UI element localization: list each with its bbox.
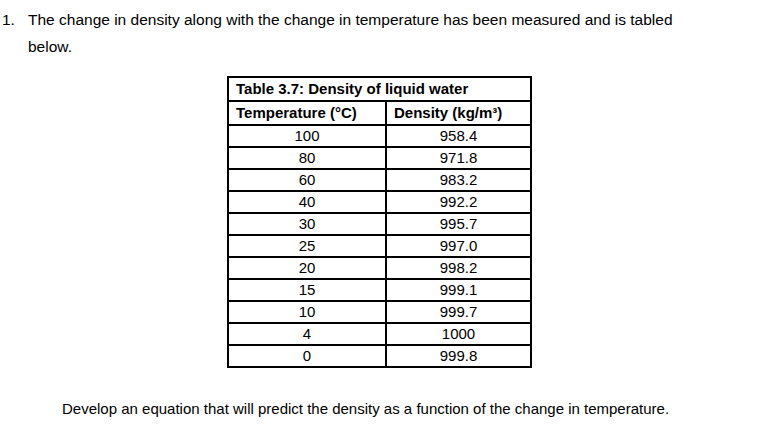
density-cell: 995.7 — [386, 213, 531, 235]
column-header-density: Density (kg/m³) — [386, 101, 531, 125]
density-table: Table 3.7: Density of liquid water Tempe… — [227, 76, 532, 368]
temperature-cell: 80 — [228, 147, 386, 169]
table-row: 41000 — [228, 323, 531, 345]
table-title-row: Table 3.7: Density of liquid water — [228, 77, 531, 101]
table-row: 40992.2 — [228, 191, 531, 213]
table-row: 10999.7 — [228, 301, 531, 323]
temperature-cell: 4 — [228, 323, 386, 345]
density-cell: 999.7 — [386, 301, 531, 323]
density-table-body: 100958.480971.860983.240992.230995.72599… — [228, 125, 531, 367]
temperature-cell: 0 — [228, 345, 386, 367]
density-cell: 1000 — [386, 323, 531, 345]
density-cell: 999.8 — [386, 345, 531, 367]
temperature-cell: 25 — [228, 235, 386, 257]
task-instruction: Develop an equation that will predict th… — [62, 399, 762, 419]
density-cell: 992.2 — [386, 191, 531, 213]
table-row: 60983.2 — [228, 169, 531, 191]
question-text: The change in density along with the cha… — [28, 6, 673, 60]
question-block: 1. The change in density along with the … — [2, 6, 673, 60]
table-row: 25997.0 — [228, 235, 531, 257]
temperature-cell: 100 — [228, 125, 386, 147]
density-cell: 999.1 — [386, 279, 531, 301]
question-number: 1. — [2, 6, 28, 60]
table-row: 30995.7 — [228, 213, 531, 235]
density-cell: 997.0 — [386, 235, 531, 257]
table-row: 0999.8 — [228, 345, 531, 367]
table-row: 20998.2 — [228, 257, 531, 279]
table-row: 80971.8 — [228, 147, 531, 169]
density-cell: 983.2 — [386, 169, 531, 191]
table-row: 15999.1 — [228, 279, 531, 301]
temperature-cell: 40 — [228, 191, 386, 213]
temperature-cell: 60 — [228, 169, 386, 191]
density-cell: 998.2 — [386, 257, 531, 279]
temperature-cell: 15 — [228, 279, 386, 301]
temperature-cell: 30 — [228, 213, 386, 235]
temperature-cell: 20 — [228, 257, 386, 279]
density-cell: 958.4 — [386, 125, 531, 147]
density-cell: 971.8 — [386, 147, 531, 169]
table-row: 100958.4 — [228, 125, 531, 147]
table-title: Table 3.7: Density of liquid water — [228, 77, 531, 101]
column-header-temperature: Temperature (°C) — [228, 101, 386, 125]
temperature-cell: 10 — [228, 301, 386, 323]
table-header-row: Temperature (°C) Density (kg/m³) — [228, 101, 531, 125]
